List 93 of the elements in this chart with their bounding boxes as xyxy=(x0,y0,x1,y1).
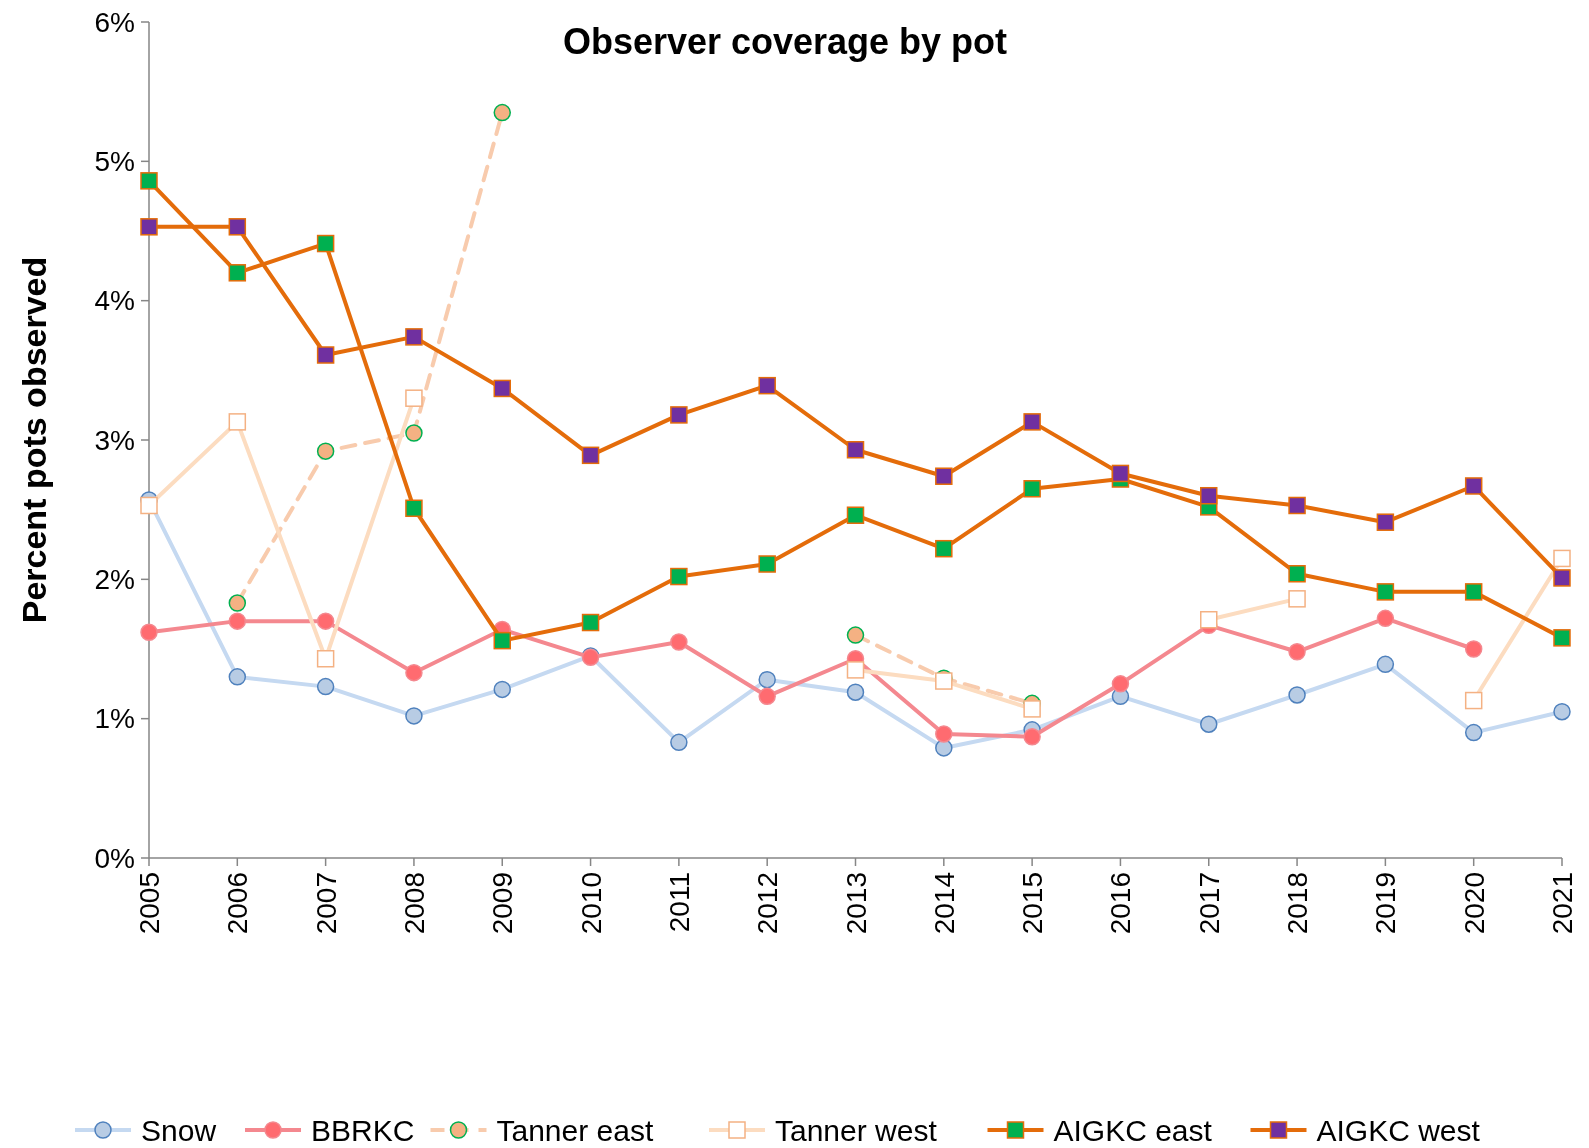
x-tick-label: 2008 xyxy=(398,872,430,935)
point xyxy=(935,467,953,485)
point xyxy=(1288,686,1306,704)
point xyxy=(493,379,511,398)
point xyxy=(316,677,335,696)
point xyxy=(1553,629,1571,647)
legend-label: AIGKC east xyxy=(1053,1113,1213,1147)
legend-label: Tanner east xyxy=(496,1113,654,1147)
x-tick-label: 2009 xyxy=(487,872,519,935)
x-tick-label: 2014 xyxy=(928,872,960,935)
x-tick-label: 2020 xyxy=(1458,872,1490,935)
point xyxy=(1200,715,1218,733)
point xyxy=(140,218,158,236)
y-tick-label: 4% xyxy=(94,285,135,317)
point xyxy=(1553,569,1571,587)
point xyxy=(935,725,953,743)
point xyxy=(228,594,247,612)
x-tick-label: 2019 xyxy=(1370,872,1402,935)
point xyxy=(1288,496,1306,515)
point xyxy=(758,670,776,689)
point xyxy=(1023,480,1041,498)
point xyxy=(493,103,511,122)
point xyxy=(1376,655,1395,674)
point xyxy=(758,555,776,573)
point xyxy=(846,626,865,644)
y-tick-label: 5% xyxy=(94,146,135,178)
y-tick-label: 0% xyxy=(94,842,135,874)
point xyxy=(1376,583,1395,601)
x-tick-label: 2005 xyxy=(134,872,165,935)
point xyxy=(493,631,511,650)
point xyxy=(228,218,247,236)
point xyxy=(1111,675,1130,693)
x-tick-label: 2006 xyxy=(222,872,254,935)
point xyxy=(1376,513,1395,531)
x-tick-label: 2012 xyxy=(752,872,784,935)
point xyxy=(1376,609,1395,628)
point xyxy=(1464,477,1483,495)
point xyxy=(758,376,776,395)
point xyxy=(1464,640,1483,658)
point xyxy=(846,506,865,524)
point xyxy=(846,683,865,701)
x-tick-label: 2016 xyxy=(1105,872,1137,935)
y-tick-label: 1% xyxy=(94,703,135,735)
x-tick-label: 2017 xyxy=(1193,872,1225,935)
point xyxy=(581,446,600,465)
x-tick-label: 2010 xyxy=(575,872,607,935)
y-tick-label: 6% xyxy=(94,6,135,38)
y-tick-label: 3% xyxy=(94,424,135,456)
x-tick-label: 2018 xyxy=(1282,872,1314,935)
legend-label: AIGKC west xyxy=(1316,1113,1481,1147)
point xyxy=(140,623,158,642)
point xyxy=(228,668,247,686)
point xyxy=(1023,728,1041,746)
point xyxy=(670,567,688,586)
legend-label: Tanner west xyxy=(775,1113,938,1147)
chart-title: Observer coverage by pot xyxy=(562,21,1008,62)
point xyxy=(670,633,688,651)
legend-label: BBRKC xyxy=(311,1113,415,1147)
point xyxy=(1288,643,1306,661)
point xyxy=(581,613,600,632)
point xyxy=(670,733,688,752)
legend-label: Snow xyxy=(141,1113,217,1147)
point xyxy=(316,612,335,630)
point xyxy=(1288,565,1306,583)
point xyxy=(1023,413,1041,431)
x-tick-label: 2013 xyxy=(840,872,872,935)
point xyxy=(316,346,335,364)
point xyxy=(228,612,247,630)
point xyxy=(670,406,688,424)
point xyxy=(935,539,953,558)
point xyxy=(405,663,423,682)
x-tick-label: 2021 xyxy=(1547,872,1578,935)
point xyxy=(405,707,423,725)
point xyxy=(405,499,423,518)
point xyxy=(405,424,423,442)
point xyxy=(846,441,865,459)
y-tick-label: 2% xyxy=(94,564,135,596)
point xyxy=(316,442,335,460)
point xyxy=(1464,723,1483,742)
point xyxy=(493,680,511,699)
point xyxy=(1553,702,1571,721)
point xyxy=(1464,583,1483,601)
point xyxy=(405,328,423,346)
x-tick-label: 2015 xyxy=(1017,872,1049,935)
point xyxy=(228,264,247,282)
x-tick-label: 2011 xyxy=(663,872,695,933)
point xyxy=(316,234,335,253)
point xyxy=(1111,464,1130,483)
y-axis-title: Percent pots observed xyxy=(15,256,53,624)
point xyxy=(140,172,158,190)
point xyxy=(1200,486,1218,505)
point xyxy=(758,687,776,706)
x-tick-label: 2007 xyxy=(310,872,342,935)
